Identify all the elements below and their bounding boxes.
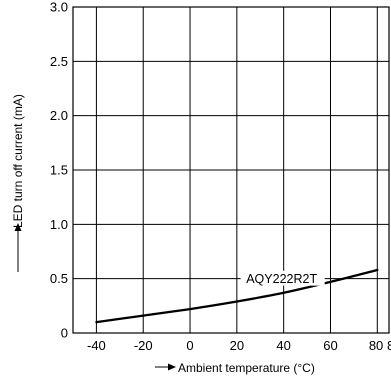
x-tick-label: 85: [387, 338, 391, 353]
x-axis-arrow: [155, 363, 176, 371]
x-tick-label: 20: [230, 338, 244, 353]
y-axis-label: LED turn off current (mA): [11, 94, 25, 228]
x-tick-label: -40: [87, 338, 106, 353]
plot-border: [72, 6, 390, 334]
y-tick-label: 3.0: [50, 0, 68, 15]
x-tick-label: 40: [276, 338, 290, 353]
y-tick-label: 1.0: [50, 217, 68, 232]
y-axis-arrow: [14, 223, 22, 272]
y-tick-label: 2.0: [50, 108, 68, 123]
x-tick-label: 60: [323, 338, 337, 353]
plot-frame: [72, 6, 390, 334]
x-tick-label: 80: [369, 338, 383, 353]
x-tick-labels: -40 -20 0 20 40 60 80 85: [87, 338, 391, 353]
y-tick-labels: 0 0.5 1.0 1.5 2.0 2.5 3.0: [50, 0, 68, 341]
series-label-background: [240, 270, 325, 286]
series-label: AQY222R2T: [246, 272, 317, 286]
series-line: [95, 268, 379, 324]
grid: [73, 6, 389, 334]
y-tick-label: 2.5: [50, 54, 68, 69]
x-axis-label: Ambient temperature (°C): [178, 361, 315, 375]
y-tick-label: 0: [61, 326, 68, 341]
y-tick-label: 0.5: [50, 271, 68, 286]
x-tick-label: 0: [186, 338, 193, 353]
x-tick-label: -20: [134, 338, 153, 353]
series-layer: AQY222R2T: [95, 268, 379, 324]
y-tick-label: 1.5: [50, 163, 68, 178]
